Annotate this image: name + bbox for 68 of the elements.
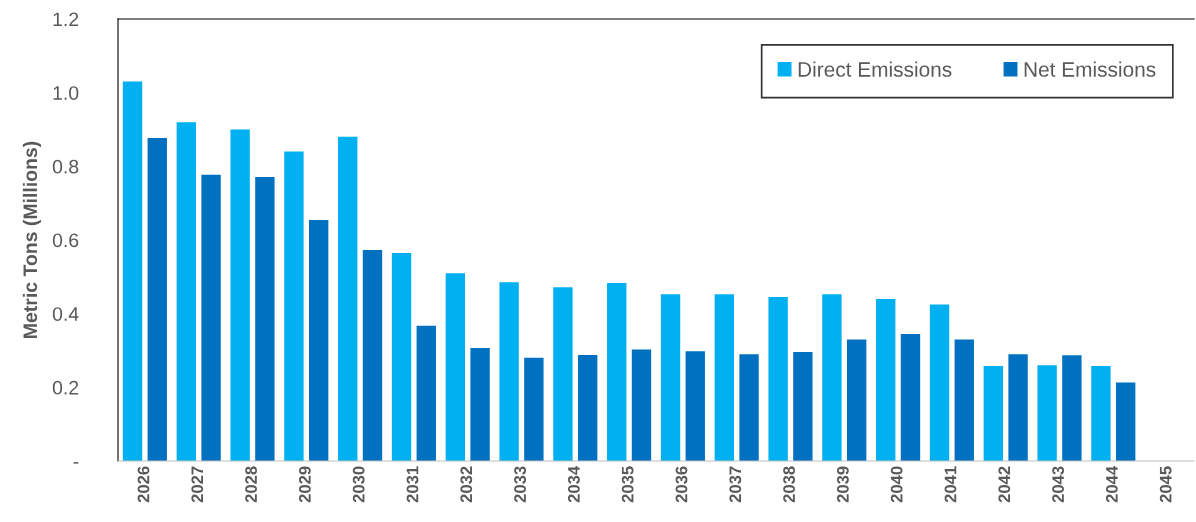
bar (553, 287, 573, 461)
bar (122, 81, 143, 461)
bar (793, 351, 813, 461)
x-tick-label: 2037 (729, 466, 742, 503)
legend-label: Net Emissions (1024, 61, 1156, 77)
bar (685, 351, 705, 461)
x-tick-label: 2036 (675, 466, 688, 503)
x-tick-label: 2029 (298, 466, 311, 503)
bar (499, 282, 519, 461)
x-tick-label: 2030 (352, 466, 365, 503)
bar (607, 283, 627, 461)
y-tick-label: 0.2 (52, 380, 79, 395)
x-tick-label: 2039 (836, 466, 849, 503)
bar (714, 294, 735, 461)
bar (284, 151, 304, 461)
bar (308, 220, 329, 461)
bar (524, 357, 544, 461)
bar (954, 339, 974, 461)
bar (1062, 355, 1082, 461)
bar (255, 177, 275, 461)
y-tick-label: 1.2 (53, 12, 79, 27)
x-tick-label: 2040 (890, 466, 903, 503)
bar (631, 349, 652, 461)
x-tick-label: 2042 (998, 466, 1011, 503)
y-axis-title: Metric Tons (Millions) (22, 141, 41, 338)
bar (660, 294, 681, 461)
bar (1091, 365, 1111, 461)
x-tick-label: 2038 (783, 466, 795, 503)
bar (577, 354, 598, 461)
bar (900, 333, 921, 461)
x-tick-label: 2026 (137, 466, 150, 503)
x-tick-label: 2034 (567, 465, 580, 503)
bar (1037, 365, 1057, 461)
x-tick-label: 2027 (191, 466, 204, 503)
bar (470, 347, 490, 461)
bar (201, 174, 221, 461)
bar (445, 273, 466, 461)
y-tick-label: 0.8 (52, 159, 79, 174)
x-tick-label: 2032 (460, 466, 473, 503)
bar (176, 122, 197, 461)
bar (391, 252, 412, 461)
x-tick-label: 2045 (1159, 466, 1172, 503)
bar (876, 298, 896, 461)
bar (147, 137, 167, 461)
bar (1008, 354, 1028, 461)
bar (846, 339, 867, 461)
y-tick-label: 1.0 (53, 86, 79, 100)
x-tick-label: 2043 (1052, 466, 1064, 503)
bar (739, 354, 759, 461)
bar (822, 294, 842, 461)
y-tick-label: 0.4 (52, 307, 79, 321)
bar (230, 129, 250, 461)
bar (1115, 382, 1136, 461)
bar (338, 136, 358, 461)
bar (362, 249, 383, 461)
y-tick-label: - (73, 462, 79, 464)
x-tick-label: 2044 (1105, 465, 1118, 503)
bar (416, 325, 436, 461)
legend-label: Direct Emissions (798, 61, 952, 77)
bar (929, 304, 950, 461)
x-tick-label: 2041 (944, 466, 957, 503)
x-tick-label: 2033 (514, 466, 526, 503)
y-tick-label: 0.6 (52, 233, 79, 248)
bar (983, 365, 1004, 461)
bar (768, 297, 788, 461)
x-tick-label: 2035 (621, 466, 634, 503)
x-tick-label: 2031 (406, 466, 419, 503)
x-tick-label: 2028 (245, 466, 257, 503)
